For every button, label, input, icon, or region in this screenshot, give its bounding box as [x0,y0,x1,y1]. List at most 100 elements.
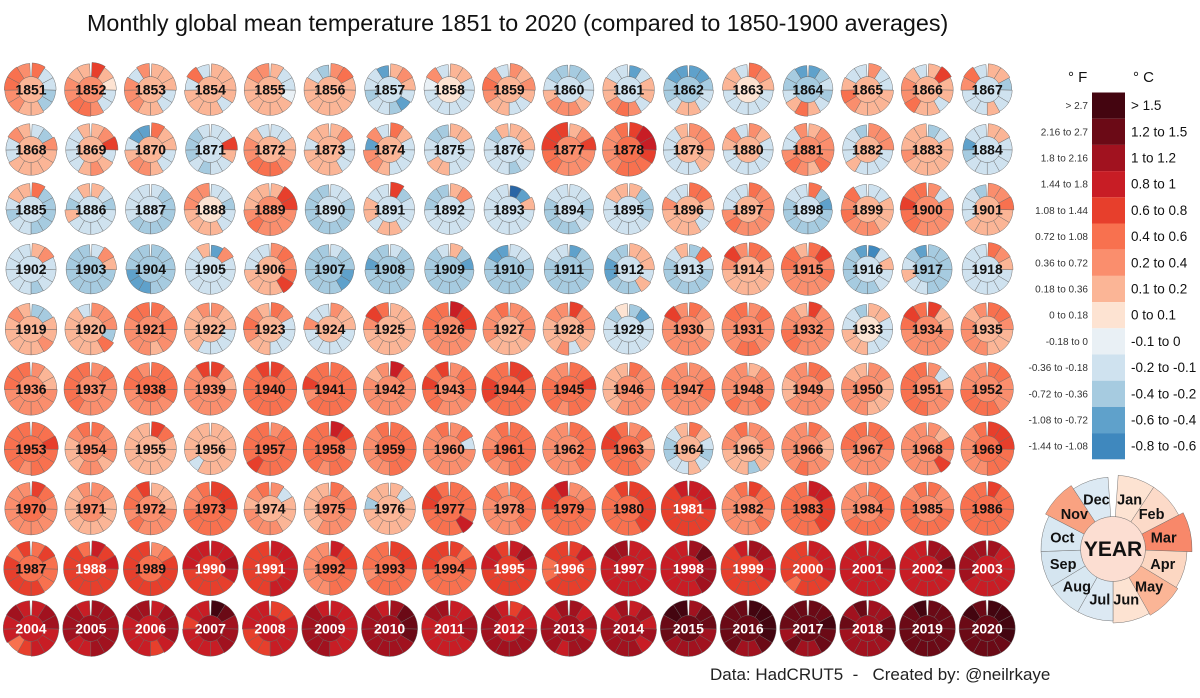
svg-text:Aug: Aug [1063,579,1091,595]
svg-text:1980: 1980 [613,501,644,517]
svg-text:1911: 1911 [554,261,585,277]
svg-text:2011: 2011 [434,620,465,636]
svg-text:1993: 1993 [374,561,405,577]
svg-text:1990: 1990 [195,561,226,577]
svg-text:Jul: Jul [1089,592,1110,608]
svg-text:1971: 1971 [75,501,106,517]
svg-text:1904: 1904 [135,261,166,277]
svg-text:1945: 1945 [553,381,584,397]
svg-text:Apr: Apr [1150,557,1175,573]
svg-text:1872: 1872 [254,142,285,158]
svg-text:0.4 to 0.6: 0.4 to 0.6 [1131,229,1187,244]
svg-text:YEAR: YEAR [1084,538,1142,561]
svg-text:2003: 2003 [972,561,1003,577]
svg-text:1.2 to 1.5: 1.2 to 1.5 [1131,124,1187,139]
svg-text:1986: 1986 [972,501,1003,517]
svg-text:1897: 1897 [733,201,764,217]
svg-text:1865: 1865 [852,82,883,98]
svg-text:1928: 1928 [553,321,584,337]
svg-text:1925: 1925 [374,321,405,337]
svg-text:2010: 2010 [374,620,405,636]
svg-text:1979: 1979 [553,501,584,517]
svg-text:1983: 1983 [792,501,823,517]
svg-text:1992: 1992 [314,561,345,577]
svg-text:1910: 1910 [494,261,525,277]
svg-text:1858: 1858 [434,82,465,98]
svg-text:1885: 1885 [15,201,46,217]
svg-text:1899: 1899 [852,201,883,217]
svg-text:1931: 1931 [733,321,764,337]
svg-text:1889: 1889 [254,201,285,217]
svg-text:-0.1 to 0: -0.1 to 0 [1131,334,1181,349]
svg-text:1 to 1.2: 1 to 1.2 [1131,151,1176,166]
svg-text:1922: 1922 [195,321,226,337]
svg-text:Jan: Jan [1117,493,1142,509]
svg-text:1891: 1891 [374,201,405,217]
svg-text:1937: 1937 [75,381,106,397]
svg-text:1883: 1883 [912,142,943,158]
svg-text:1869: 1869 [75,142,106,158]
svg-text:1981: 1981 [673,501,704,517]
svg-text:1902: 1902 [15,261,46,277]
svg-text:2.16 to 2.7: 2.16 to 2.7 [1041,127,1089,138]
svg-text:-0.18 to 0: -0.18 to 0 [1046,337,1089,348]
svg-text:1973: 1973 [195,501,226,517]
svg-text:1888: 1888 [195,201,226,217]
svg-text:° F: ° F [1068,69,1087,86]
svg-text:1968: 1968 [912,441,943,457]
svg-text:1957: 1957 [254,441,285,457]
svg-text:0.2 to 0.4: 0.2 to 0.4 [1131,255,1188,270]
svg-text:1960: 1960 [434,441,465,457]
svg-text:1961: 1961 [494,441,525,457]
svg-text:-0.72 to -0.36: -0.72 to -0.36 [1029,389,1089,400]
svg-text:1908: 1908 [374,261,405,277]
svg-text:1936: 1936 [15,381,46,397]
svg-text:° C: ° C [1133,69,1154,86]
svg-text:1996: 1996 [553,561,584,577]
svg-text:2007: 2007 [195,620,226,636]
svg-text:1954: 1954 [75,441,106,457]
svg-text:1900: 1900 [912,201,943,217]
svg-text:1.8 to 2.16: 1.8 to 2.16 [1041,154,1089,165]
svg-text:1965: 1965 [733,441,764,457]
svg-text:1906: 1906 [254,261,285,277]
svg-text:2005: 2005 [75,620,106,636]
svg-text:1964: 1964 [673,441,704,457]
svg-text:1903: 1903 [75,261,106,277]
svg-text:1852: 1852 [75,82,106,98]
svg-text:Mar: Mar [1151,531,1177,547]
svg-text:1916: 1916 [852,261,883,277]
svg-text:2019: 2019 [912,620,943,636]
svg-text:1949: 1949 [792,381,823,397]
svg-text:0.1 to 0.2: 0.1 to 0.2 [1131,282,1187,297]
svg-text:1962: 1962 [553,441,584,457]
svg-text:1909: 1909 [434,261,465,277]
svg-text:1953: 1953 [15,441,46,457]
svg-text:2012: 2012 [494,620,525,636]
svg-text:1935: 1935 [972,321,1003,337]
svg-text:-0.6 to -0.4: -0.6 to -0.4 [1131,413,1197,428]
svg-text:Dec: Dec [1083,493,1110,509]
svg-text:1881: 1881 [792,142,823,158]
svg-text:1864: 1864 [792,82,823,98]
svg-text:1924: 1924 [314,321,345,337]
svg-text:1982: 1982 [733,501,764,517]
svg-text:1926: 1926 [434,321,465,337]
svg-text:1919: 1919 [15,321,46,337]
svg-text:1853: 1853 [135,82,166,98]
svg-text:1859: 1859 [494,82,525,98]
svg-text:1938: 1938 [135,381,166,397]
svg-text:1887: 1887 [135,201,166,217]
svg-text:2013: 2013 [553,620,584,636]
svg-text:1934: 1934 [912,321,943,337]
svg-text:1972: 1972 [135,501,166,517]
svg-text:1851: 1851 [15,82,46,98]
svg-text:1917: 1917 [912,261,943,277]
svg-text:1898: 1898 [792,201,823,217]
svg-text:2001: 2001 [852,561,883,577]
svg-text:1920: 1920 [75,321,106,337]
svg-text:-0.4 to -0.2: -0.4 to -0.2 [1131,386,1196,401]
svg-text:1912: 1912 [613,261,644,277]
svg-text:2002: 2002 [912,561,943,577]
svg-text:1998: 1998 [673,561,704,577]
